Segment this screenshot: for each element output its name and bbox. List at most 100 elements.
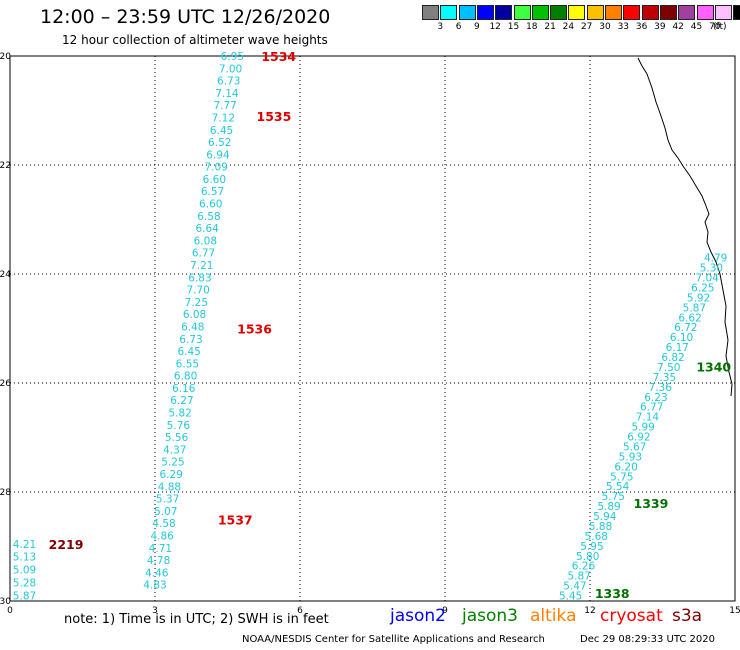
- wave-height-value: 5.37: [156, 494, 179, 506]
- lat-tick-label: -26: [0, 379, 11, 389]
- wave-height-value: 6.16: [172, 383, 196, 395]
- wave-height-value: 7.14: [215, 88, 239, 100]
- satellite-label-cryosat: cryosat: [600, 606, 663, 626]
- colorbar-swatch: [513, 5, 531, 20]
- lon-tick-label: 12: [584, 606, 595, 616]
- wave-height-colorbar: 3 6 9 12 15 18 21 24 27 30 33 36 39 42 45 70: [422, 5, 740, 32]
- wave-height-value: 6.83: [188, 272, 211, 284]
- wave-height-value: 5.47: [563, 581, 586, 593]
- pass-time-label: 2219: [49, 537, 84, 552]
- satellite-label-jason2: jason2: [390, 606, 446, 626]
- wave-height-value: 5.68: [585, 531, 608, 543]
- wave-height-value: 6.92: [627, 432, 650, 444]
- wave-height-value: 7.25: [185, 297, 208, 309]
- wave-height-value: 7.14: [636, 412, 660, 424]
- wave-height-value: 6.77: [192, 248, 215, 260]
- wave-height-value: 5.80: [576, 551, 599, 563]
- colorbar-tick-label: 30: [599, 22, 611, 32]
- wave-height-value: 4.79: [704, 253, 727, 265]
- wave-height-value: 5.76: [167, 420, 191, 432]
- wave-height-value: 6.62: [678, 312, 701, 324]
- lon-tick-label: 6: [297, 606, 303, 616]
- lat-lon-grid: [10, 56, 735, 601]
- satellite-label-s3a: s3a: [672, 606, 703, 626]
- wave-height-value: 5.28: [13, 578, 36, 590]
- lat-tick-label: -28: [0, 488, 11, 498]
- wave-height-value: 7.35: [653, 372, 676, 384]
- wave-height-value: 6.23: [644, 392, 667, 404]
- colorbar-swatch: [550, 5, 568, 20]
- wave-height-value: 5.67: [623, 441, 646, 453]
- wave-height-value: 6.60: [203, 174, 226, 186]
- colorbar-swatch: [605, 5, 622, 20]
- wave-height-value: 5.45: [559, 591, 582, 603]
- wave-height-value: 7.36: [649, 382, 673, 394]
- wave-height-value: 5.25: [161, 457, 184, 469]
- wave-height-value: 6.45: [210, 125, 233, 137]
- wave-height-value: 4.88: [158, 481, 181, 493]
- colorbar-swatch: [440, 5, 458, 20]
- lon-tick-label: 9: [442, 606, 448, 616]
- colorbar-tick-label: 33: [617, 22, 630, 32]
- wave-height-value: 7.09: [204, 162, 227, 174]
- colorbar-swatch: [586, 5, 604, 20]
- altimeter-tracks: 6.957.006.737.147.777.126.456.526.947.09…: [13, 49, 732, 603]
- colorbar-tick-label: 70: [709, 22, 721, 32]
- satellite-label-jason3: jason3: [462, 606, 518, 626]
- colorbar-swatch: [568, 5, 586, 20]
- wave-height-value: 5.30: [700, 263, 723, 275]
- colorbar-tick-label: 36: [635, 22, 648, 32]
- lat-tick-label: -24: [0, 270, 11, 280]
- colorbar-swatch: [641, 5, 659, 20]
- colorbar-swatch: [659, 5, 677, 20]
- wave-height-value: 7.21: [190, 260, 213, 272]
- colorbar-tick-label: 21: [544, 22, 556, 32]
- credit-line: NOAA/NESDIS Center for Satellite Applica…: [242, 634, 545, 645]
- wave-height-value: 5.87: [568, 571, 591, 583]
- colorbar-swatch: [696, 5, 714, 20]
- wave-height-value: 7.04: [695, 273, 719, 285]
- map-title: 12:00 – 23:59 UTC 12/26/2020: [40, 6, 331, 28]
- altimeter-track: 6.957.006.737.147.777.126.456.526.947.09…: [143, 49, 296, 592]
- wave-height-value: 6.73: [179, 334, 202, 346]
- wave-height-value: 4.37: [163, 444, 186, 456]
- colorbar-swatch: [623, 5, 641, 20]
- map-frame: [9, 55, 736, 602]
- colorbar-tick-label: 9: [474, 22, 480, 32]
- lon-tick-label: 0: [7, 606, 13, 616]
- colorbar-swatch: [531, 5, 549, 20]
- wave-height-value: 7.12: [212, 112, 235, 124]
- colorbar-tick-label: 15: [507, 22, 520, 32]
- wave-height-value: 6.64: [195, 223, 219, 235]
- colorbar-tick-label: 24: [562, 22, 575, 32]
- wave-height-value: 6.17: [666, 342, 689, 354]
- wave-height-value: 5.75: [602, 491, 625, 503]
- wave-height-value: 6.80: [174, 371, 197, 383]
- wave-height-value: 5.94: [593, 511, 617, 523]
- wave-height-value: 6.25: [691, 282, 714, 294]
- colorbar-tick-label: 18: [526, 22, 538, 32]
- wave-height-value: 5.54: [606, 481, 630, 493]
- colorbar-tick-label: 3: [437, 22, 444, 32]
- wave-height-value: 5.89: [597, 501, 620, 513]
- wave-height-value: 4.83: [143, 580, 166, 592]
- wave-height-value: 5.13: [13, 552, 36, 564]
- lat-tick-label: -22: [0, 161, 11, 171]
- wave-height-value: 4.78: [147, 555, 170, 567]
- pass-time-label: 1534: [261, 49, 296, 64]
- pass-time-label: 1537: [218, 512, 253, 527]
- wave-height-value: 4.71: [149, 543, 172, 555]
- pass-time-label: 1338: [595, 586, 630, 601]
- lat-tick-label: -20: [0, 52, 11, 62]
- colorbar-swatch: [495, 5, 513, 20]
- pass-time-label: 1535: [257, 109, 292, 124]
- wave-height-value: 6.29: [159, 469, 182, 481]
- lon-tick-label: 3: [152, 606, 158, 616]
- pass-time-label: 1340: [696, 360, 731, 375]
- wave-height-value: 6.08: [194, 235, 217, 247]
- wave-height-value: 5.56: [165, 432, 189, 444]
- wave-height-value: 4.86: [150, 530, 174, 542]
- wave-height-value: 4.46: [145, 567, 169, 579]
- colorbar-swatch: [458, 5, 476, 20]
- wave-height-value: 6.52: [208, 137, 231, 149]
